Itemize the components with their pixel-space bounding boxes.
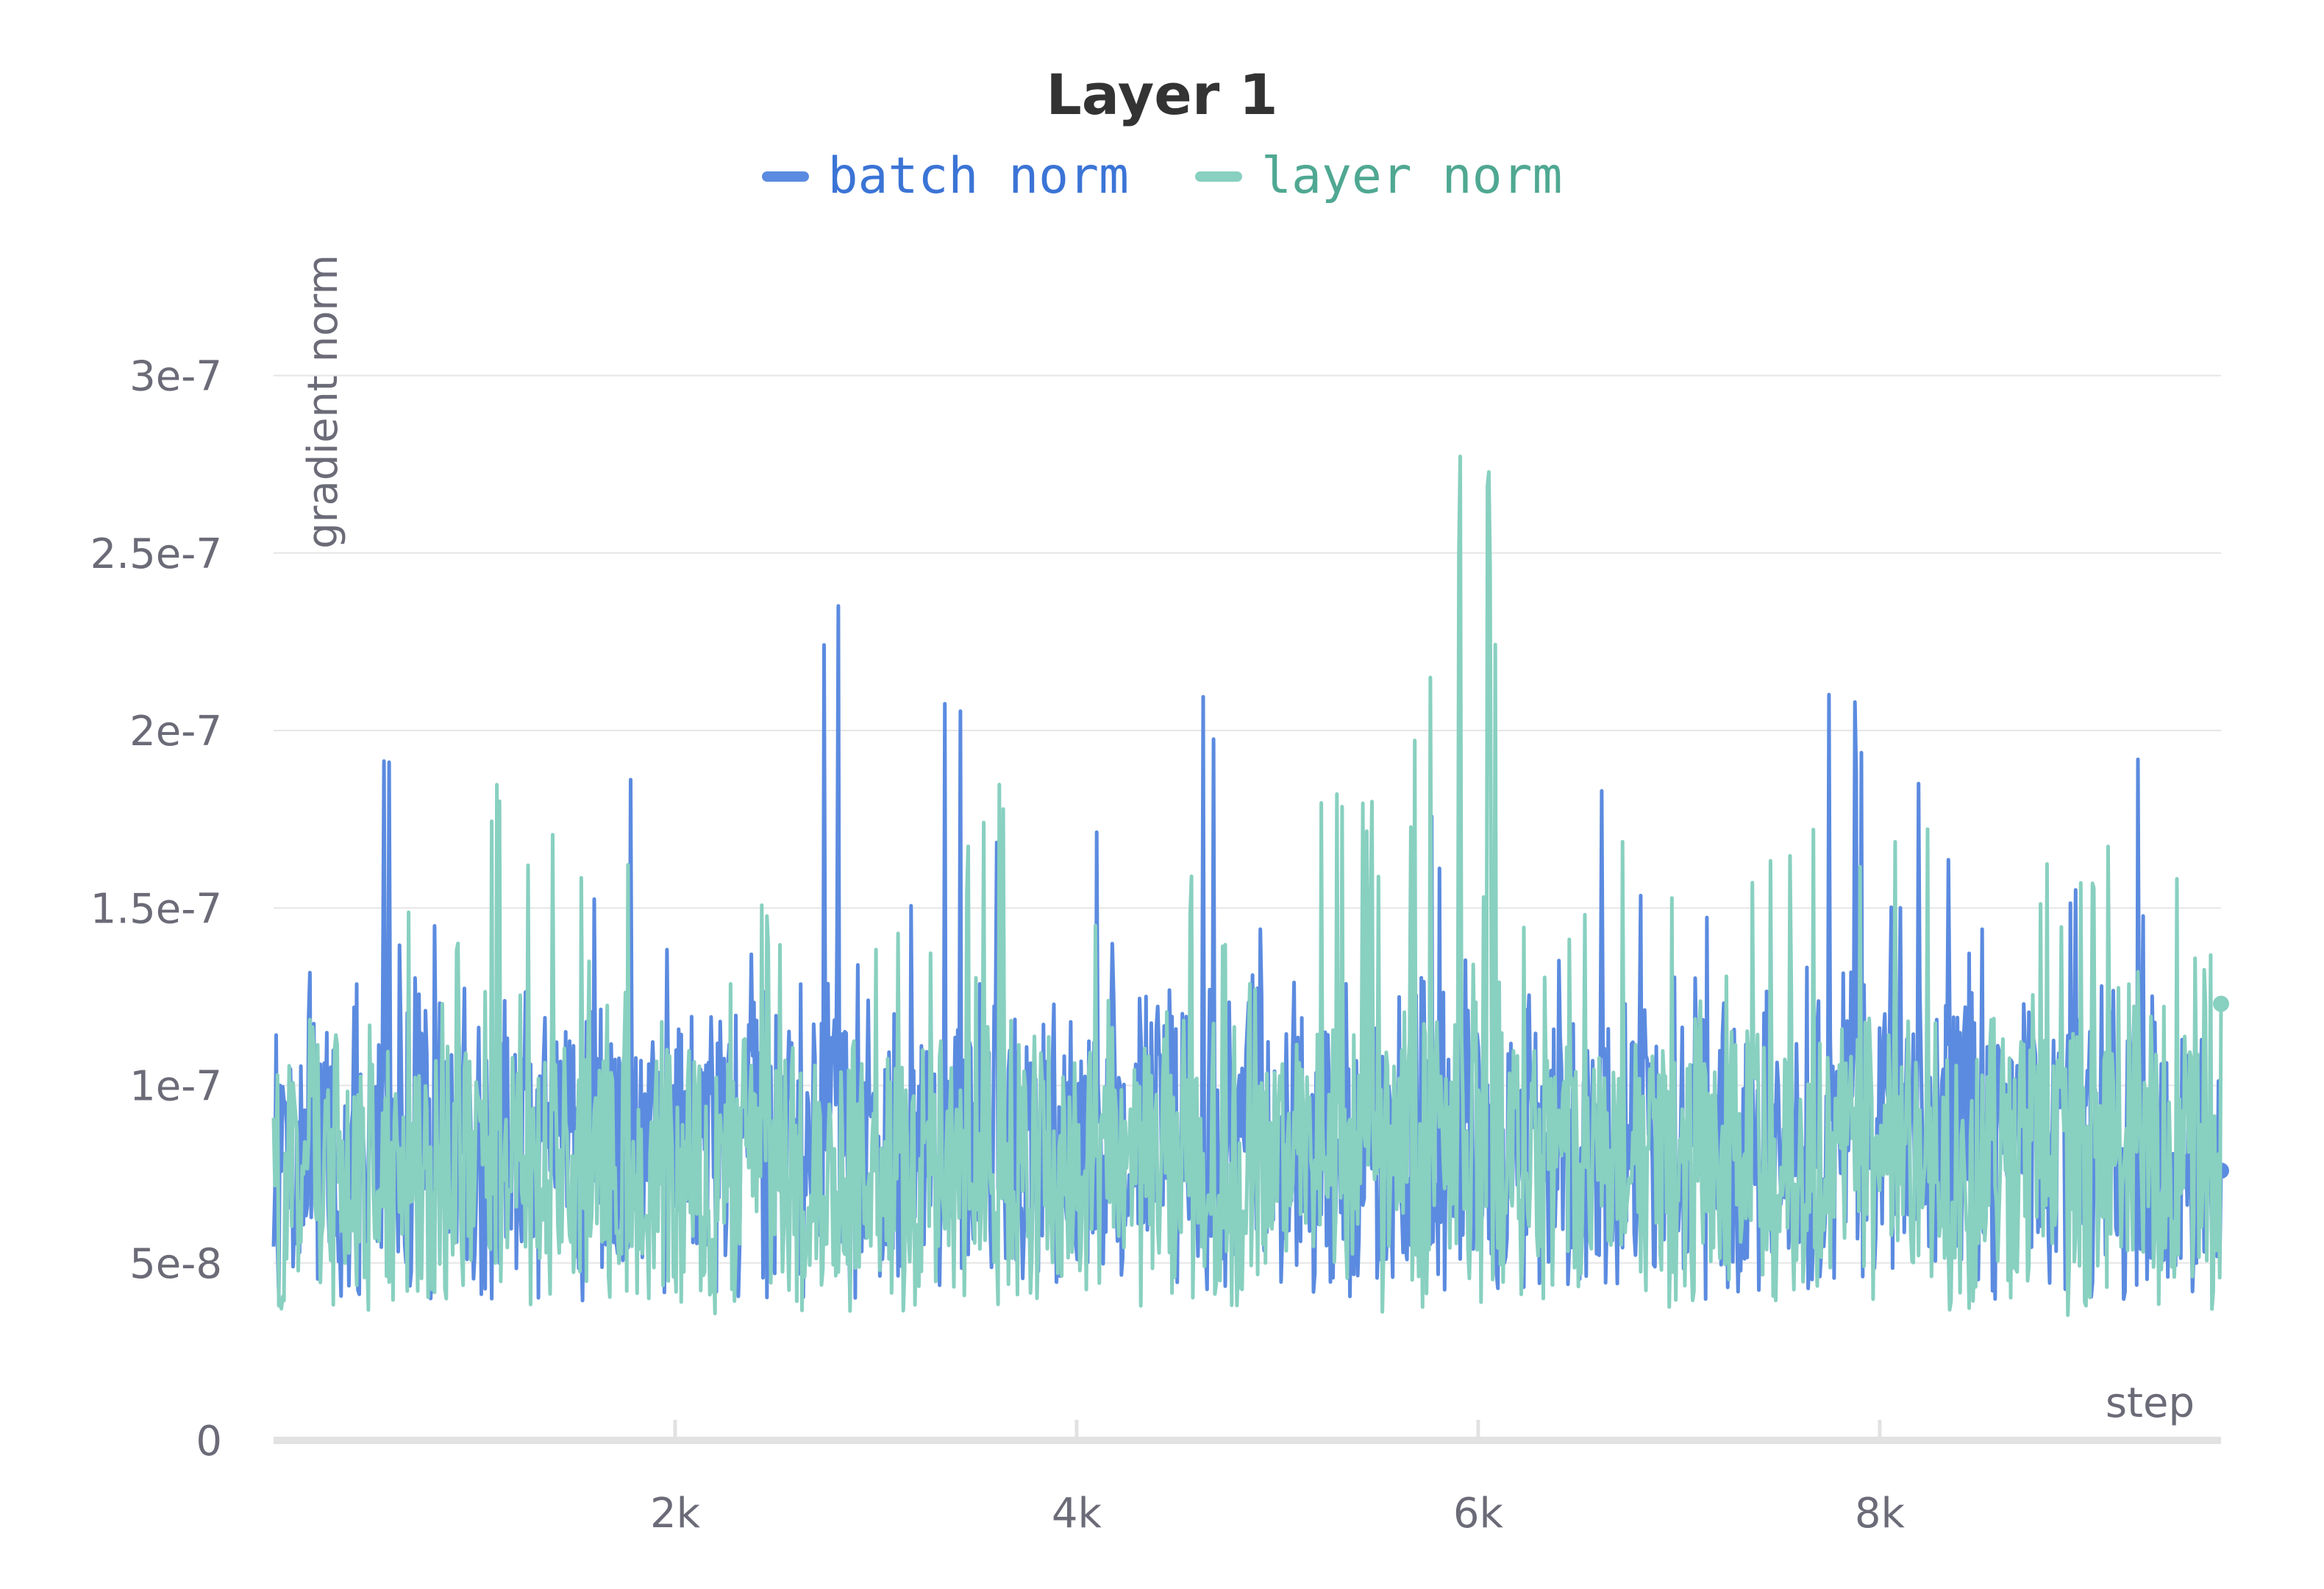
legend: batch norm layer norm	[0, 147, 2324, 205]
y-axis-label: gradient norm	[299, 255, 347, 549]
series-end-point-layer-norm	[2213, 995, 2229, 1012]
y-tick-label: 2e-7	[129, 708, 222, 756]
y-tick-label: 5e-8	[129, 1240, 222, 1288]
legend-label-layer-norm: layer norm	[1261, 147, 1563, 205]
y-tick-label: 1.5e-7	[90, 885, 222, 933]
x-tick-label: 2k	[650, 1490, 701, 1538]
series-line-layer-norm	[271, 454, 2223, 1318]
legend-label-batch-norm: batch norm	[827, 147, 1129, 205]
y-tick-label: 3e-7	[129, 353, 222, 401]
x-tick-label: 8k	[1855, 1490, 1906, 1538]
y-tick-label: 2.5e-7	[90, 530, 222, 578]
legend-swatch-layer-norm	[1195, 171, 1242, 182]
x-axis-label: step	[2106, 1379, 2195, 1427]
y-tick-label: 0	[196, 1418, 222, 1465]
x-tick-label: 4k	[1052, 1490, 1102, 1538]
legend-item-layer-norm[interactable]: layer norm	[1195, 147, 1562, 205]
x-tick-label: 6k	[1453, 1490, 1504, 1538]
chart-title: Layer 1	[1046, 62, 1278, 127]
legend-item-batch-norm[interactable]: batch norm	[761, 147, 1129, 205]
y-tick-label: 1e-7	[129, 1063, 222, 1111]
legend-swatch-batch-norm	[761, 171, 809, 182]
